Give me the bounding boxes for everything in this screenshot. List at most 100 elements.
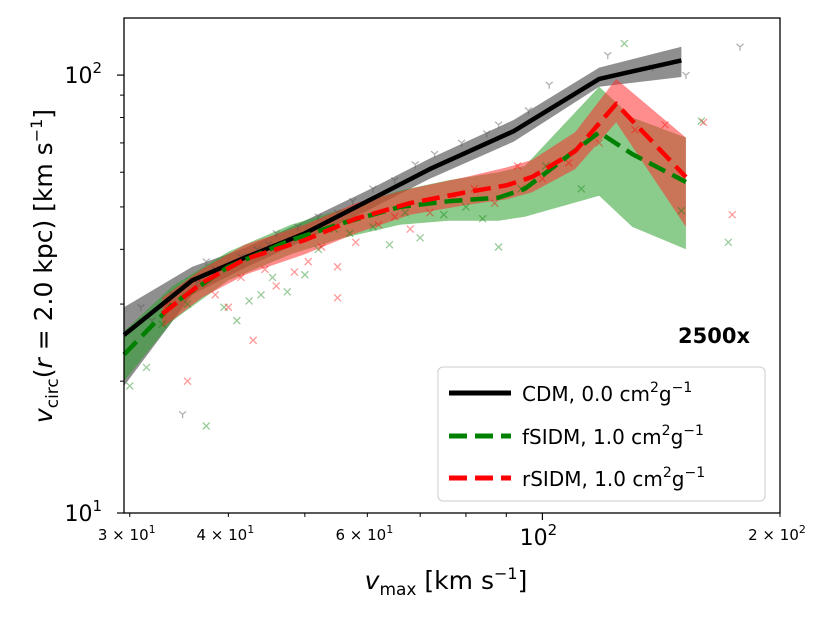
y-axis-label-unit-sup: −1 [27, 119, 46, 143]
legend-label-rsidm: rSIDM, 1.0 cm [522, 467, 663, 491]
legend-label-cdm: CDM, 0.0 cm [522, 382, 650, 406]
y-axis-label-var: v [29, 407, 58, 423]
point-fsidm-12 [314, 245, 323, 254]
x-tick-label-200: 2 × 102 [748, 523, 806, 544]
point-rsidm-15 [390, 212, 399, 221]
point-cdm-12 [369, 185, 377, 193]
point-cdm-25 [178, 410, 187, 419]
legend-entry-cdm: CDM, 0.0 cm2g−1 [449, 380, 692, 406]
point-fsidm-22 [494, 243, 503, 251]
svg-text:fSIDM, 1.0 cm2g−1: fSIDM, 1.0 cm2g−1 [522, 423, 704, 449]
x-axis-label-sub: max [379, 580, 416, 600]
point-cdm-16 [457, 139, 466, 147]
point-fsidm-7 [245, 296, 254, 305]
point-rsidm-8 [272, 281, 281, 290]
y-axis-label-eq: = 2.0 kpc) [km s [29, 142, 58, 358]
x-axis-label-unit-end: ] [518, 566, 528, 595]
y-axis-label-mid: ( [29, 368, 58, 378]
point-fsidm-18 [416, 233, 425, 242]
point-rsidm-23 [564, 158, 573, 167]
point-rsidm-17 [425, 208, 434, 217]
x-axis-label: vmax [km s−1] [365, 564, 528, 600]
point-rsidm-25 [631, 125, 639, 134]
legend-sup1-rsidm: 2 [663, 465, 672, 481]
point-fsidm-14 [345, 229, 354, 238]
point-fsidm-27 [677, 206, 686, 215]
point-rsidm-11 [317, 243, 326, 251]
point-fsidm-25 [577, 184, 586, 193]
point-rsidm-7 [260, 265, 269, 274]
legend-mid-rsidm: g [672, 467, 685, 491]
x-axis-label-unit: [km s [416, 566, 494, 595]
point-fsidm-21 [478, 214, 487, 223]
point-rsidm-21 [513, 162, 522, 170]
legend-label-fsidm: fSIDM, 1.0 cm [522, 425, 662, 449]
point-rsidm-27 [699, 118, 708, 127]
point-rsidm-5 [237, 273, 245, 282]
point-fsidm-29 [724, 238, 733, 247]
y-axis-label-sub: circ [43, 378, 63, 408]
line-rsidm [161, 101, 688, 316]
legend-mid-cdm: g [659, 382, 672, 406]
legend-entry-rsidm: rSIDM, 1.0 cm2g−1 [449, 465, 705, 491]
point-cdm-19 [524, 107, 533, 115]
point-fsidm-10 [283, 287, 292, 296]
point-rsidm-12 [333, 262, 342, 271]
y-axis-label: vcirc(r = 2.0 kpc) [km s−1] [27, 109, 63, 423]
point-rsidm-4 [224, 303, 233, 312]
legend-sup2-cdm: −1 [672, 380, 693, 396]
x-tick-label-60: 6 × 101 [335, 523, 393, 544]
line-cdm [122, 58, 682, 337]
legend: CDM, 0.0 cm2g−1 fSIDM, 1.0 cm2g−1 rSIDM,… [437, 366, 766, 502]
point-cdm-9 [314, 213, 323, 221]
point-fsidm-0 [125, 382, 134, 390]
point-fsidm-4 [202, 422, 211, 430]
point-cdm-7 [272, 229, 281, 238]
point-fsidm-1 [142, 363, 151, 372]
point-fsidm-2 [158, 320, 167, 329]
line-layer [122, 58, 688, 357]
svg-text:vcirc(r = 2.0 kpc) [km s−1]: vcirc(r = 2.0 kpc) [km s−1] [27, 109, 63, 423]
point-fsidm-3 [183, 300, 192, 309]
point-rsidm-13 [351, 238, 360, 247]
legend-entry-fsidm: fSIDM, 1.0 cm2g−1 [449, 423, 704, 449]
svg-text:vmax [km s−1]: vmax [km s−1] [365, 564, 528, 600]
point-rsidm-9 [290, 268, 299, 277]
point-fsidm-19 [439, 210, 448, 219]
svg-text:rSIDM, 1.0 cm2g−1: rSIDM, 1.0 cm2g−1 [522, 465, 705, 491]
point-rsidm-10 [304, 257, 313, 266]
point-rsidm-1 [183, 377, 192, 386]
point-rsidm-14 [374, 220, 383, 229]
point-fsidm-17 [401, 208, 410, 217]
line-fsidm [122, 130, 687, 357]
point-fsidm-20 [461, 202, 470, 211]
point-rsidm-6 [249, 336, 258, 345]
point-rsidm-26 [661, 120, 669, 129]
x-tick-label-40: 4 × 101 [196, 523, 254, 544]
point-rsidm-16 [406, 225, 415, 234]
point-cdm-11 [348, 197, 357, 206]
point-rsidm-29 [333, 293, 342, 302]
y-axis-label-r: r [29, 356, 58, 368]
point-fsidm-26 [620, 39, 629, 48]
legend-sup1-cdm: 2 [650, 380, 659, 396]
point-cdm-20 [545, 81, 554, 89]
point-cdm-8 [293, 223, 302, 231]
annotation-label: 2500x [678, 324, 750, 348]
legend-sup2-fsidm: −1 [683, 423, 704, 439]
y-axis-label-unit-end: ] [29, 109, 58, 119]
legend-frame [437, 366, 766, 502]
plot-frame [123, 17, 781, 514]
x-axis-label-unit-sup: −1 [494, 564, 518, 583]
point-fsidm-11 [300, 270, 309, 279]
point-cdm-15 [430, 150, 439, 159]
point-fsidm-5 [220, 303, 229, 312]
legend-sup1-fsidm: 2 [662, 423, 671, 439]
point-cdm-0 [137, 303, 145, 312]
point-cdm-13 [390, 176, 399, 185]
point-fsidm-9 [268, 273, 277, 282]
x-tick-label-30: 3 × 101 [98, 523, 156, 544]
point-fsidm-8 [257, 290, 265, 299]
point-cdm-18 [494, 121, 503, 129]
